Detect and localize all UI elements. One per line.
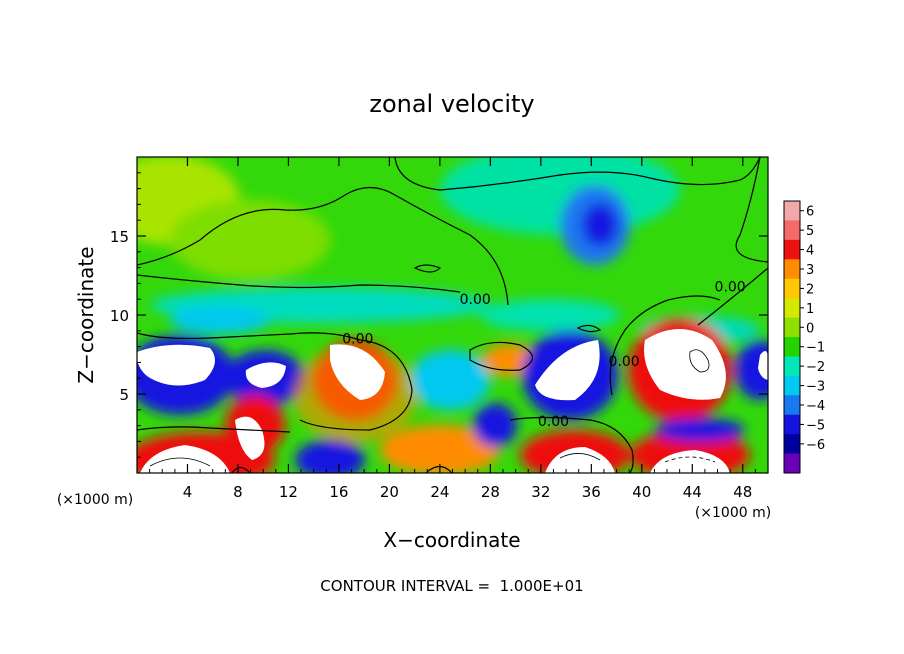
field-blob	[480, 299, 620, 331]
colorbar-swatch	[784, 298, 800, 319]
x-tick-label: 48	[733, 483, 752, 501]
contour-line	[735, 157, 768, 263]
footer-contour-interval: CONTOUR INTERVAL = 1.000E+01	[320, 577, 583, 595]
white-region	[137, 344, 215, 386]
contour-line	[689, 349, 710, 373]
colorbar: 6 5 4 3 2 1 0 −1 −2 −3 −4 −5 −6	[783, 200, 825, 474]
colorbar-swatch	[784, 434, 800, 455]
x-tick-label: 8	[233, 483, 243, 501]
plot-area: 0.00 0.00 0.00 0.00 0.00	[137, 157, 768, 473]
x-axis: 4 8 12 16 20 24 28 32 36 40 44 48	[149, 157, 756, 501]
x-tick-label: 20	[380, 483, 399, 501]
field-blob	[380, 425, 500, 473]
colorbar-swatch	[784, 201, 800, 221]
colorbar-swatch	[784, 259, 800, 280]
contour-lines	[137, 157, 768, 473]
y-units-label: (×1000 m)	[57, 492, 133, 508]
contour-label: 0.00	[460, 292, 491, 308]
x-axis-label: X−coordinate	[383, 528, 520, 552]
y-tick-label: 15	[110, 228, 129, 246]
colorbar-swatch	[784, 453, 800, 474]
contour-line	[149, 457, 211, 467]
colorbar-label: 5	[806, 224, 814, 239]
x-tick-label: 28	[481, 483, 500, 501]
colorbar-swatch	[784, 220, 800, 241]
colorbar-swatch	[784, 356, 800, 377]
x-tick-label: 36	[582, 483, 601, 501]
colorbar-swatch	[784, 278, 800, 299]
field-blob	[295, 440, 365, 473]
y-axis: 5 10 15	[110, 172, 768, 458]
contour-label: 0.00	[609, 354, 640, 370]
colorbar-label: 4	[806, 244, 814, 259]
white-region	[644, 329, 726, 400]
x-tick-label: 24	[430, 483, 449, 501]
field-blob	[582, 203, 618, 247]
colorbar-label: −5	[806, 418, 825, 433]
contour-line	[413, 264, 442, 273]
field-blob	[735, 340, 768, 400]
colorbar-label: 1	[806, 302, 814, 317]
colorbar-label: 6	[806, 205, 814, 220]
chart-title: zonal velocity	[369, 90, 534, 118]
colorbar-swatch	[784, 239, 800, 260]
colorbar-label: 3	[806, 263, 814, 278]
x-tick-label: 16	[329, 483, 348, 501]
contour-label: 0.00	[715, 280, 746, 296]
field-blob	[170, 306, 270, 334]
contour-line	[394, 157, 761, 191]
field-blob	[473, 403, 517, 447]
field-blob	[410, 350, 490, 410]
contour-line	[137, 332, 413, 431]
x-tick-label: 12	[279, 483, 298, 501]
contour-line	[609, 295, 721, 396]
white-region	[245, 362, 286, 388]
colorbar-frame	[783, 200, 801, 474]
colorbar-label: −4	[806, 399, 825, 414]
y-tick-label: 5	[119, 386, 129, 404]
colorbar-swatch	[784, 317, 800, 338]
y-tick-label: 10	[110, 307, 129, 325]
contour-line	[137, 426, 291, 433]
contour-label: 0.00	[342, 332, 373, 348]
field-blob	[440, 157, 680, 235]
contour-line	[231, 466, 251, 473]
colorbar-swatch	[784, 337, 800, 357]
white-region	[535, 340, 600, 401]
contour-line	[137, 274, 461, 293]
colorbar-label: 2	[806, 282, 814, 297]
colorbar-label: 0	[806, 321, 814, 336]
contour-label: 0.00	[538, 414, 569, 430]
colorbar-swatch	[784, 414, 800, 435]
contour-line	[469, 341, 534, 371]
white-region	[758, 351, 768, 380]
field-blob	[170, 200, 330, 280]
contour-line	[559, 453, 601, 461]
contour-line	[137, 186, 509, 306]
white-region	[330, 344, 385, 400]
colorbar-swatch	[784, 395, 800, 416]
x-tick-label: 40	[632, 483, 651, 501]
white-region	[235, 416, 265, 460]
x-tick-label: 44	[683, 483, 702, 501]
contour-line	[697, 267, 768, 326]
white-region	[545, 447, 615, 473]
x-tick-label: 32	[531, 483, 550, 501]
colorbar-label: −3	[806, 380, 825, 395]
saturated-regions	[137, 329, 768, 473]
x-tick-label: 4	[183, 483, 193, 501]
colorbar-label: −1	[806, 341, 825, 356]
y-axis-label: Z−coordinate	[74, 246, 98, 383]
contour-line	[576, 324, 602, 333]
white-region	[140, 445, 230, 473]
x-units-label: (×1000 m)	[695, 505, 771, 521]
field-blob	[655, 418, 745, 442]
colorbar-label: −2	[806, 360, 825, 375]
white-region	[650, 450, 730, 473]
contour-line	[509, 416, 634, 473]
contour-label-layer: 0.00 0.00 0.00 0.00 0.00	[342, 280, 746, 430]
colorbar-swatch	[784, 375, 800, 396]
colorbar-label: −6	[806, 438, 825, 453]
